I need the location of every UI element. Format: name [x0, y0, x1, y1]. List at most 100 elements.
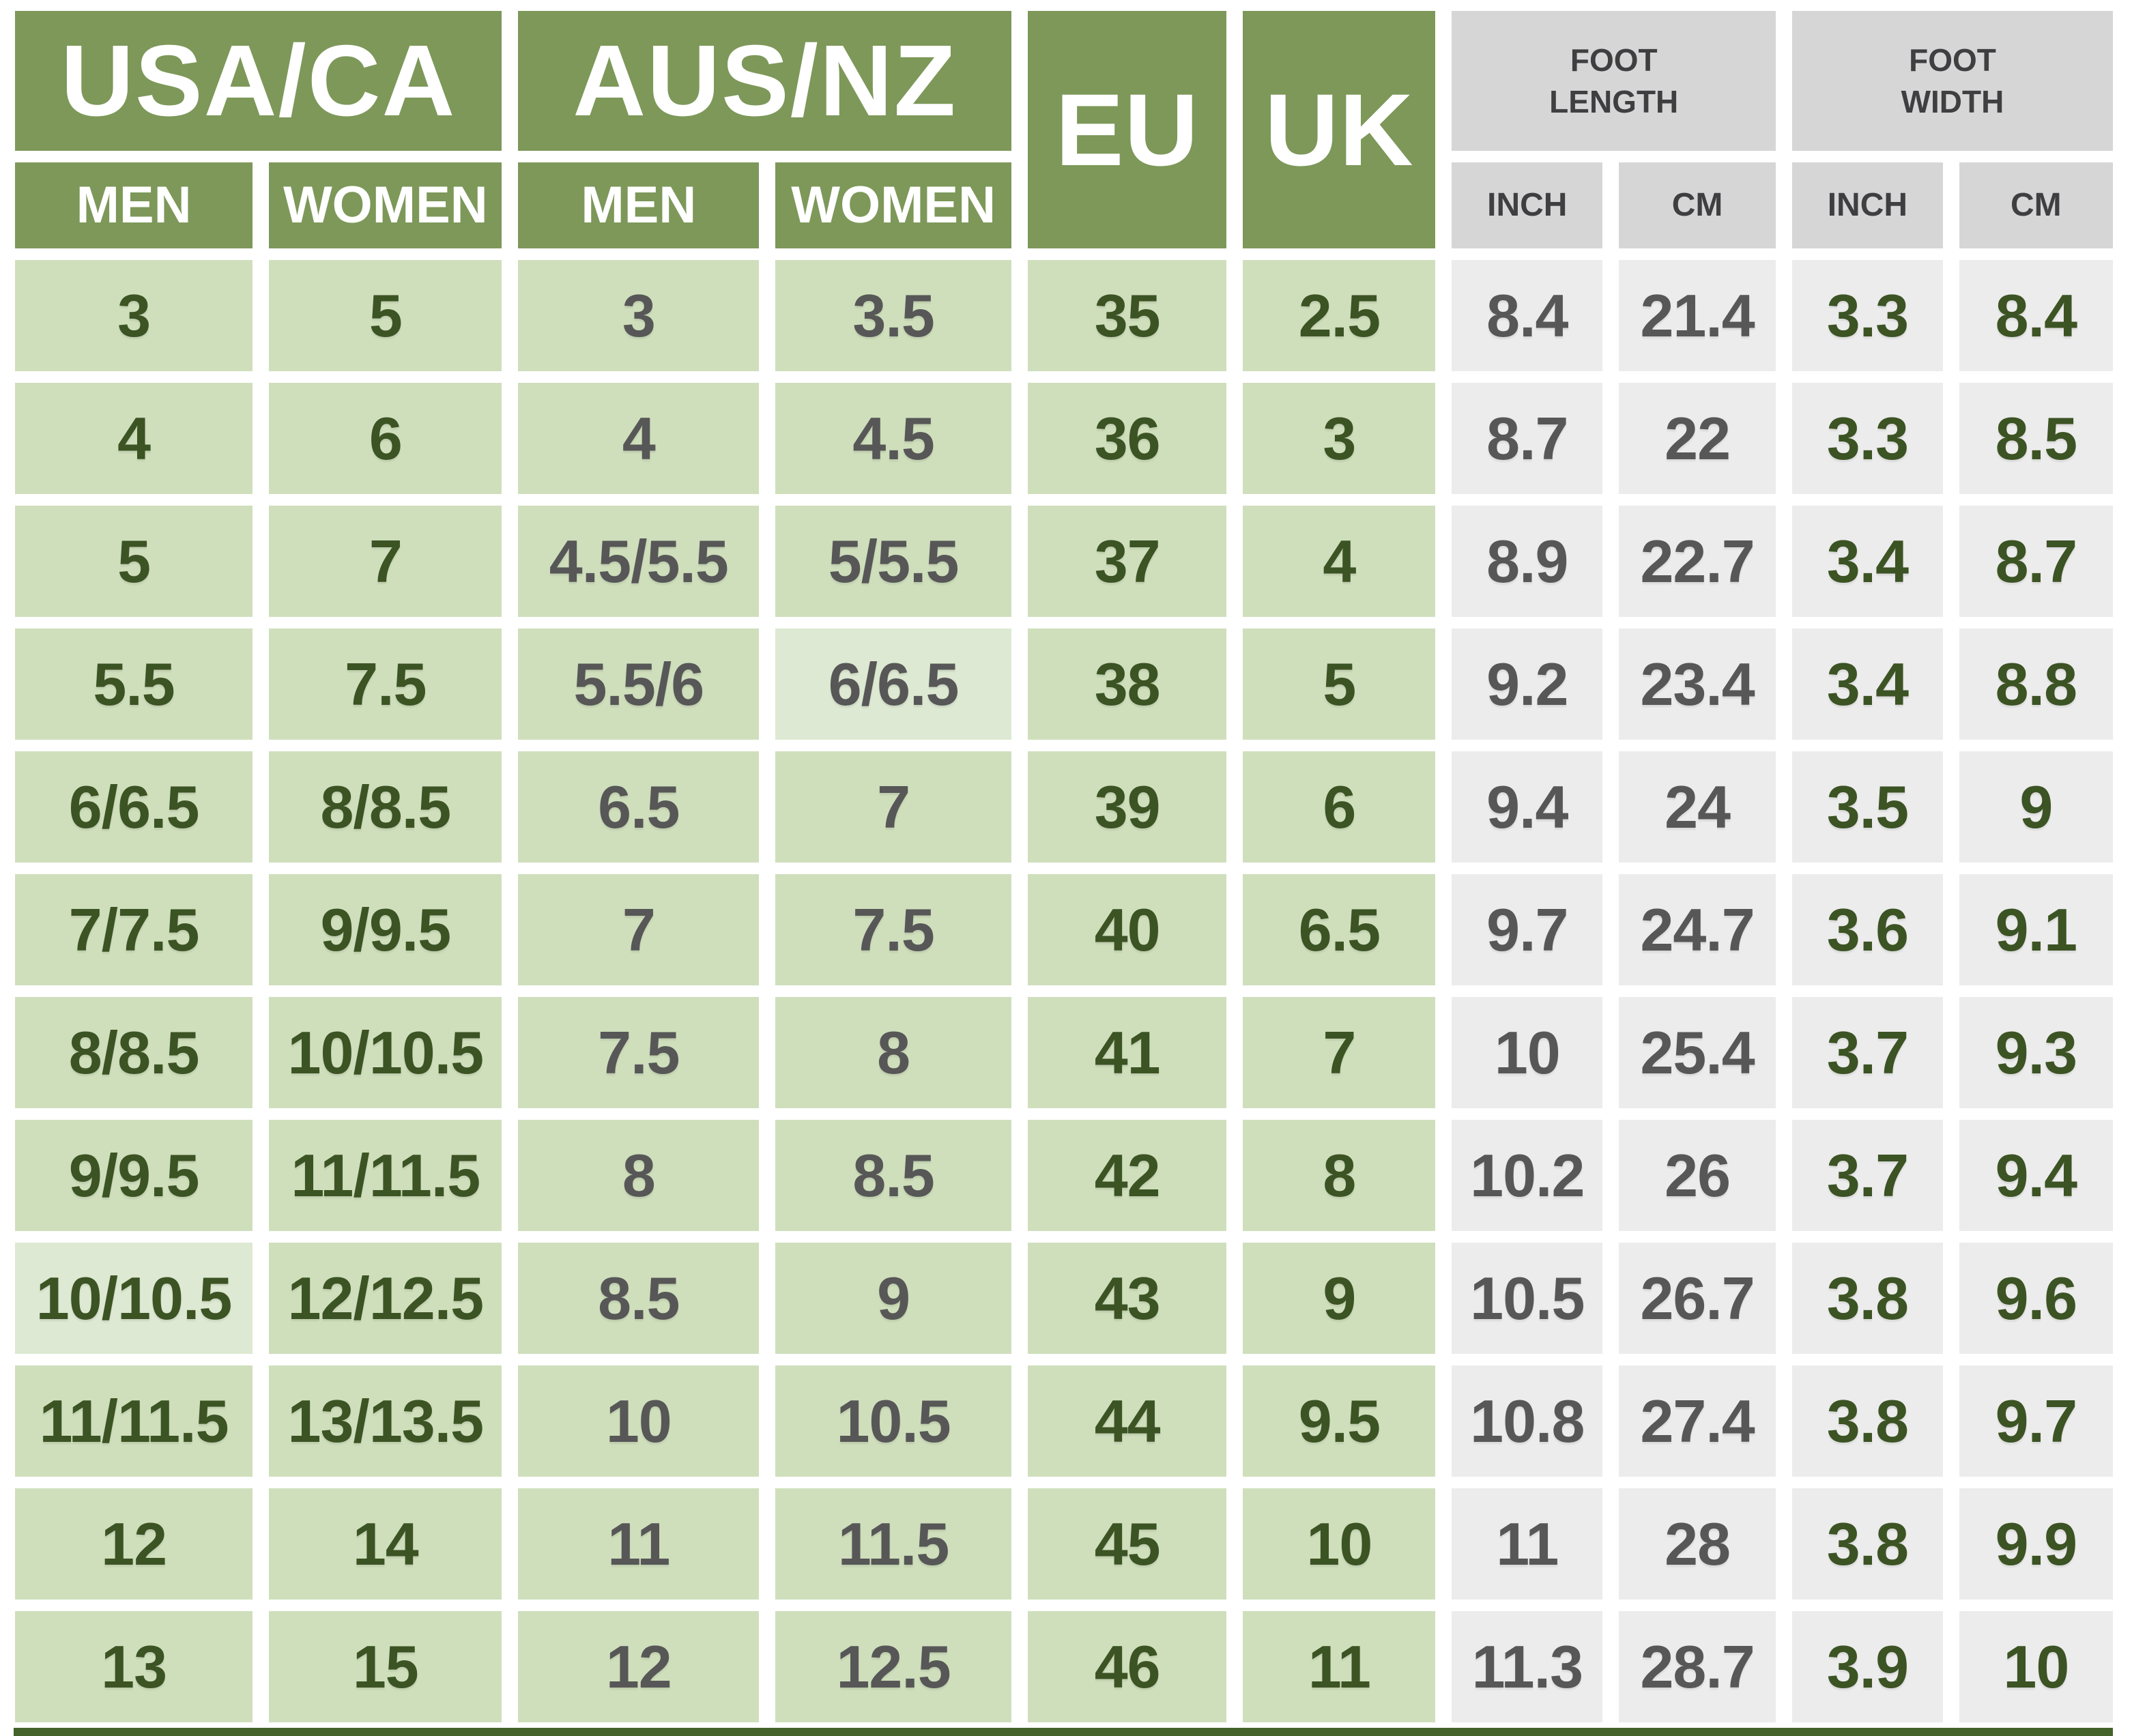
size-cell: 3: [518, 260, 760, 371]
size-cell: 11: [518, 1488, 760, 1600]
group-header-foot-length: FOOT LENGTH: [1452, 11, 1776, 151]
size-cell: 7/7.5: [15, 874, 253, 985]
size-cell: 41: [1028, 997, 1227, 1108]
size-cell: 9/9.5: [15, 1120, 253, 1231]
size-cell: 9.1: [1959, 874, 2113, 985]
size-cell: 3.8: [1792, 1243, 1943, 1354]
size-cell: 8: [775, 997, 1012, 1108]
size-cell: 3.8: [1792, 1365, 1943, 1477]
size-cell: 7: [518, 874, 760, 985]
size-cell: 3: [1243, 383, 1436, 494]
size-cell: 5/5.5: [775, 506, 1012, 617]
size-cell: 39: [1028, 751, 1227, 863]
size-cell: 9.4: [1452, 751, 1603, 863]
subheader-width-cm: CM: [1959, 162, 2113, 248]
size-cell: 7: [775, 751, 1012, 863]
size-cell: 8: [518, 1120, 760, 1231]
size-cell: 8: [1243, 1120, 1436, 1231]
size-cell: 8.4: [1452, 260, 1603, 371]
size-cell: 11: [1452, 1488, 1603, 1600]
size-cell: 22.7: [1619, 506, 1776, 617]
size-cell: 4: [15, 383, 253, 494]
group-header-label-line1: FOOT: [1909, 42, 1996, 78]
size-cell: 9/9.5: [269, 874, 502, 985]
size-cell: 9.5: [1243, 1365, 1436, 1477]
size-cell: 23.4: [1619, 628, 1776, 740]
size-cell: 3.4: [1792, 628, 1943, 740]
size-cell: 14: [269, 1488, 502, 1600]
size-cell: 13: [15, 1611, 253, 1722]
size-cell: 3.8: [1792, 1488, 1943, 1600]
subheader-usa-men: MEN: [15, 162, 253, 248]
size-cell: 7: [1243, 997, 1436, 1108]
size-cell: 8/8.5: [269, 751, 502, 863]
size-cell: 3.3: [1792, 260, 1943, 371]
size-cell: 28.7: [1619, 1611, 1776, 1722]
size-cell: 35: [1028, 260, 1227, 371]
size-cell: 38: [1028, 628, 1227, 740]
size-cell: 4.5/5.5: [518, 506, 760, 617]
size-cell: 11/11.5: [269, 1120, 502, 1231]
size-cell: 10.2: [1452, 1120, 1603, 1231]
group-header-label-line2: WIDTH: [1901, 83, 2004, 119]
size-cell: 15: [269, 1611, 502, 1722]
size-cell: 3.5: [1792, 751, 1943, 863]
group-header-label-line2: LENGTH: [1549, 83, 1679, 119]
size-cell: 9.7: [1452, 874, 1603, 985]
group-header-aus-nz: AUS/NZ: [518, 11, 1012, 151]
size-cell: 12/12.5: [269, 1243, 502, 1354]
size-cell: 7.5: [518, 997, 760, 1108]
size-cell: 10/10.5: [269, 997, 502, 1108]
group-header-usa-ca: USA/CA: [15, 11, 502, 151]
size-cell: 5.5/6: [518, 628, 760, 740]
size-conversion-table: USA/CA AUS/NZ EU UK FOOT LENGTH FOOT WID…: [15, 11, 2113, 1722]
size-cell: 4.5: [775, 383, 1012, 494]
size-cell: 21.4: [1619, 260, 1776, 371]
size-cell: 28: [1619, 1488, 1776, 1600]
size-cell: 10: [1243, 1488, 1436, 1600]
subheader-aus-men: MEN: [518, 162, 760, 248]
size-cell: 3.9: [1792, 1611, 1943, 1722]
size-cell: 9: [1959, 751, 2113, 863]
size-cell: 7.5: [775, 874, 1012, 985]
size-cell: 9.7: [1959, 1365, 2113, 1477]
size-cell: 22: [1619, 383, 1776, 494]
size-cell: 6: [269, 383, 502, 494]
group-header-uk: UK: [1243, 11, 1436, 248]
size-cell: 8.5: [1959, 383, 2113, 494]
group-header-label: UK: [1265, 72, 1414, 187]
size-cell: 11.3: [1452, 1611, 1603, 1722]
size-cell: 6.5: [1243, 874, 1436, 985]
size-cell: 24: [1619, 751, 1776, 863]
size-cell: 26: [1619, 1120, 1776, 1231]
size-cell: 27.4: [1619, 1365, 1776, 1477]
size-cell: 10.8: [1452, 1365, 1603, 1477]
size-cell: 8.7: [1452, 383, 1603, 494]
size-cell: 4: [518, 383, 760, 494]
size-cell: 46: [1028, 1611, 1227, 1722]
size-cell: 36: [1028, 383, 1227, 494]
size-cell: 6/6.5: [15, 751, 253, 863]
group-header-label: USA/CA: [61, 24, 457, 137]
subheader-label: INCH: [1487, 187, 1568, 223]
subheader-label: MEN: [581, 176, 697, 234]
subheader-label: WOMEN: [283, 176, 488, 234]
subheader-label: MEN: [76, 176, 192, 234]
size-cell: 37: [1028, 506, 1227, 617]
size-cell: 3.7: [1792, 1120, 1943, 1231]
size-cell: 43: [1028, 1243, 1227, 1354]
size-cell: 8.7: [1959, 506, 2113, 617]
size-cell: 9.3: [1959, 997, 2113, 1108]
group-header-eu: EU: [1028, 11, 1227, 248]
size-cell: 4: [1243, 506, 1436, 617]
size-cell: 8.8: [1959, 628, 2113, 740]
size-cell: 5: [1243, 628, 1436, 740]
size-cell: 5: [269, 260, 502, 371]
subheader-label: WOMEN: [791, 176, 996, 234]
group-header-foot-width: FOOT WIDTH: [1792, 11, 2113, 151]
size-cell: 8.9: [1452, 506, 1603, 617]
size-cell: 24.7: [1619, 874, 1776, 985]
size-cell: 7.5: [269, 628, 502, 740]
size-cell: 40: [1028, 874, 1227, 985]
